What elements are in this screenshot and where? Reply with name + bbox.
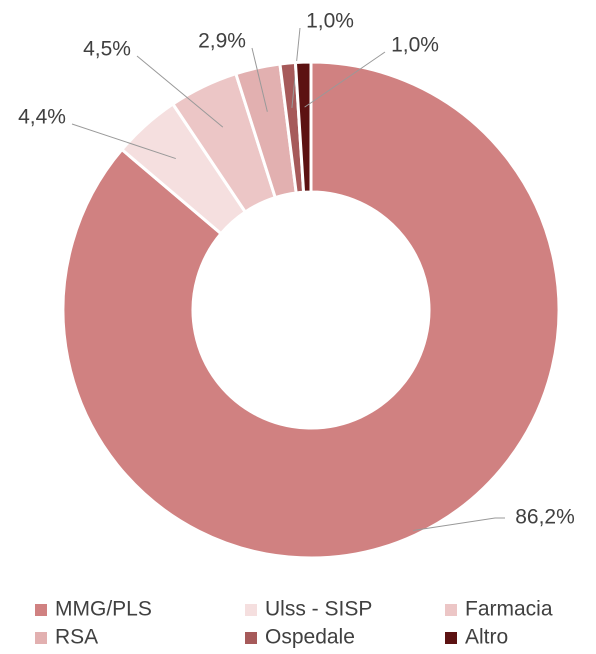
legend-swatch <box>245 604 257 616</box>
leader-line <box>413 517 505 532</box>
data-label: 4,4% <box>18 106 66 129</box>
legend-swatch <box>445 632 457 644</box>
leader-line <box>71 123 176 160</box>
legend-swatch <box>35 604 47 616</box>
leader-line <box>304 51 386 108</box>
legend-label: MMG/PLS <box>55 598 152 621</box>
legend-label: Ospedale <box>265 626 355 649</box>
data-label: 1,0% <box>306 10 354 33</box>
data-label: 2,9% <box>198 30 246 53</box>
legend-swatch <box>35 632 47 644</box>
leader-line <box>251 47 268 112</box>
donut-slice <box>293 60 313 194</box>
leader-line <box>136 55 224 128</box>
donut-slice <box>61 60 561 560</box>
data-label: 4,5% <box>83 38 131 61</box>
legend-label: Ulss - SISP <box>265 598 372 621</box>
legend-label: RSA <box>55 626 98 649</box>
legend-swatch <box>445 604 457 616</box>
data-label: 86,2% <box>515 506 575 529</box>
legend-label: Farmacia <box>465 598 553 621</box>
data-label: 1,0% <box>391 34 439 57</box>
legend-swatch <box>245 632 257 644</box>
legend-label: Altro <box>465 626 508 649</box>
